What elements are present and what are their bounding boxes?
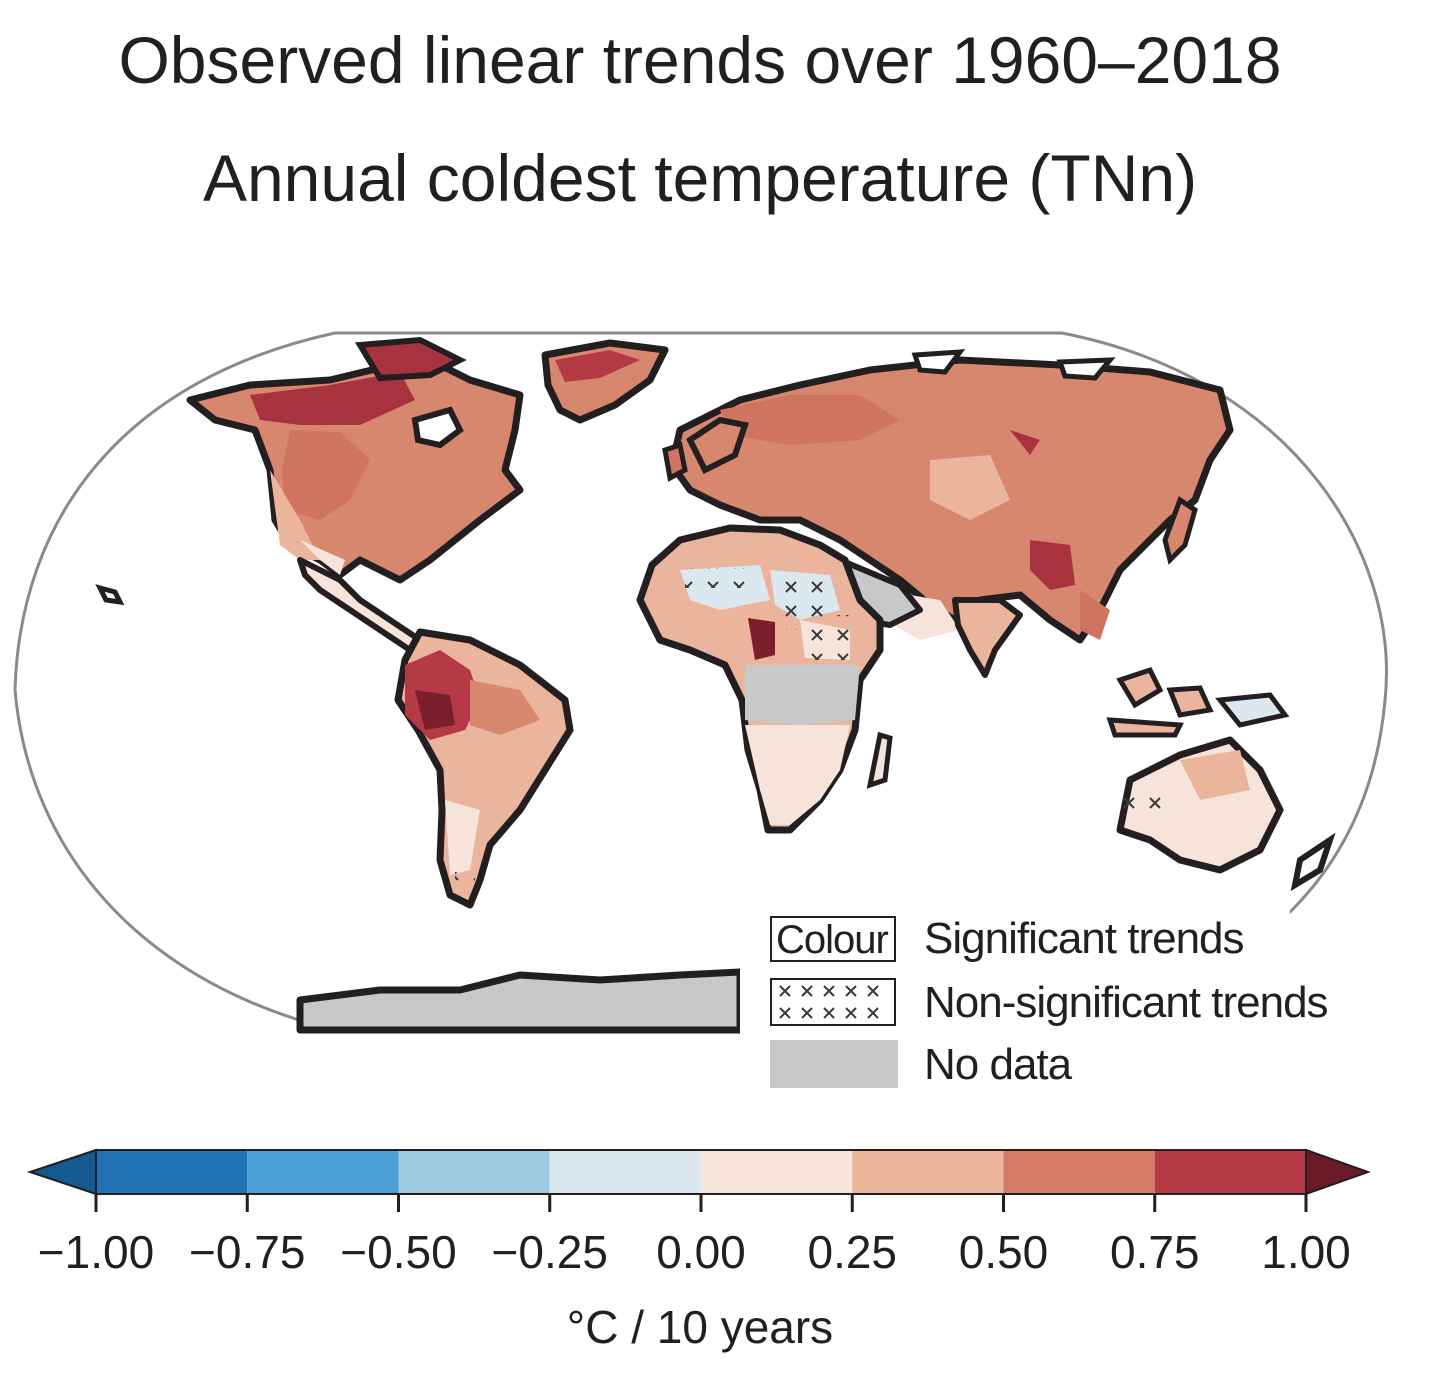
legend-nonsignificant-label: Non-significant trends <box>924 978 1329 1027</box>
colorbar-tick-label: −0.25 <box>492 1226 608 1278</box>
legend-nodata-swatch <box>770 1040 898 1088</box>
south-america <box>394 628 574 909</box>
colorbar-bin-4 <box>701 1150 853 1194</box>
hatch-pattern-icon <box>779 985 879 1019</box>
legend-colour-swatch-text: Colour <box>776 918 889 962</box>
colorbar-tick-label: 1.00 <box>1261 1226 1351 1278</box>
africa <box>636 524 893 834</box>
colorbar-tick-label: 0.00 <box>656 1226 746 1278</box>
antarctica <box>296 968 744 1034</box>
legend-nodata-label: No data <box>924 1040 1072 1089</box>
colorbar: −1.00 −0.75 −0.50 −0.25 0.00 0.25 0.50 0.75 1.00 <box>26 1148 1371 1278</box>
colorbar-tick-label: 0.25 <box>807 1226 897 1278</box>
colorbar-bin-0 <box>96 1150 248 1194</box>
north-america <box>186 336 524 653</box>
colorbar-unit-label: °C / 10 years <box>566 1301 834 1353</box>
colorbar-bin-5 <box>852 1150 1004 1194</box>
colorbar-bin-7 <box>1154 1150 1306 1194</box>
colorbar-under-extension <box>26 1148 97 1196</box>
colorbar-over-extension <box>1305 1148 1371 1196</box>
maritime-southeast-asia <box>1106 666 1290 738</box>
colorbar-bin-1 <box>247 1150 399 1194</box>
new-zealand <box>1290 832 1336 892</box>
colorbar-bin-6 <box>1003 1150 1155 1194</box>
colorbar-tick-label: 0.75 <box>1110 1226 1200 1278</box>
colorbar-bin-3 <box>549 1150 701 1194</box>
legend-significant-label: Significant trends <box>924 914 1245 963</box>
map-title-line-1: Observed linear trends over 1960–2018 <box>118 23 1282 97</box>
hawaii-islands <box>95 584 125 606</box>
colorbar-tick-label: −0.75 <box>189 1226 305 1278</box>
australia <box>1116 736 1284 874</box>
world-map <box>13 331 1388 1060</box>
colorbar-bin-2 <box>398 1150 550 1194</box>
legend-colour-swatch: Colour <box>770 916 896 962</box>
colorbar-tick-label: −1.00 <box>38 1226 154 1278</box>
eurasia <box>662 349 1234 678</box>
colorbar-tick-label: −0.50 <box>340 1226 456 1278</box>
colorbar-tick-label: 0.50 <box>959 1226 1049 1278</box>
map-title-line-2: Annual coldest temperature (TNn) <box>202 141 1198 215</box>
legend-hatch-swatch <box>770 978 896 1026</box>
